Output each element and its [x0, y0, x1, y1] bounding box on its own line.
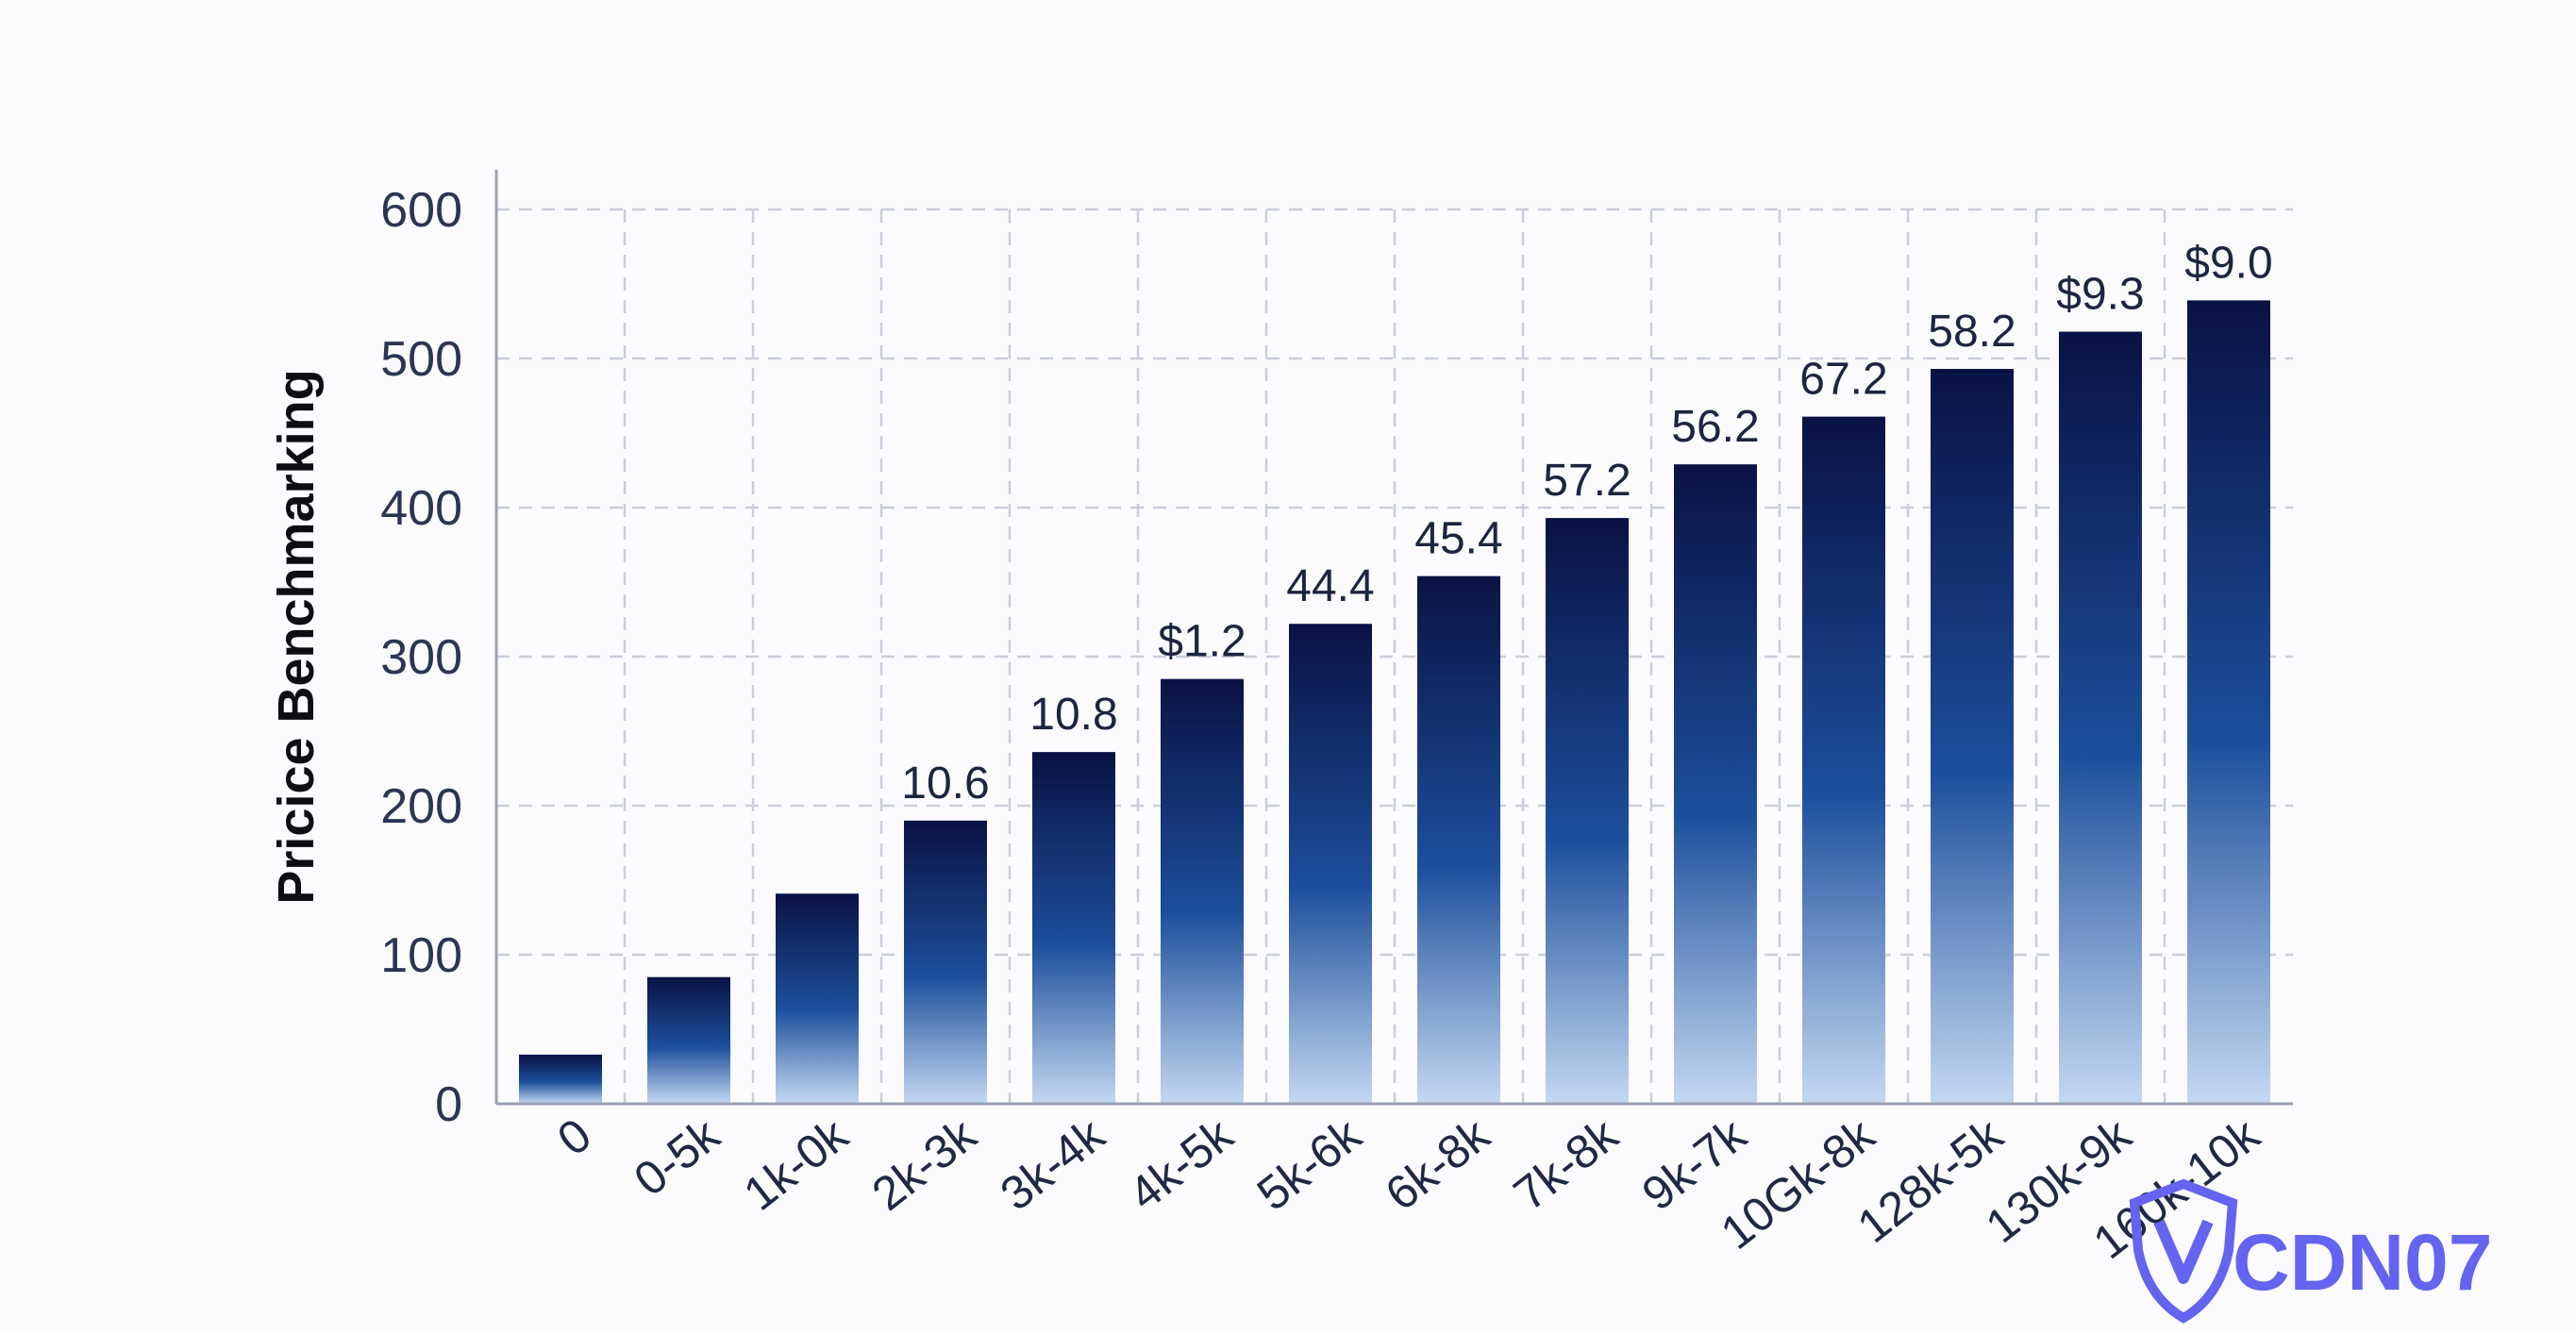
x-tick-label: 0-5k — [625, 1108, 730, 1207]
bar-value-label: $9.3 — [2056, 270, 2144, 320]
data-labels: 10.6 10.8 $1.2 44.4 45.4 57.2 56.2 67.2 58.2 $9.3… — [901, 238, 2272, 808]
bar-value-label: 10.8 — [1029, 690, 1117, 740]
x-tick-label: 1k-0k — [734, 1108, 859, 1221]
x-tick-labels: 0 0-5k 1k-0k 2k-3k 3k-4k 4k-5k 5k-6k 6k-8k 7k-8k… — [547, 1108, 2269, 1269]
bar-value-label: 58.2 — [1928, 307, 2016, 357]
bar-value-label: $9.0 — [2184, 238, 2272, 288]
bar — [776, 893, 859, 1104]
x-tick-label: 4k-5k — [1119, 1108, 1244, 1221]
x-tick-label: 128k-5k — [1848, 1108, 2013, 1253]
bar — [2187, 300, 2270, 1104]
bar — [1161, 678, 1244, 1104]
bar-value-label: 44.4 — [1286, 561, 1374, 611]
y-tick-label: 300 — [380, 630, 462, 685]
bar — [1546, 518, 1629, 1104]
bar — [1417, 575, 1500, 1104]
bar-value-label: 45.4 — [1414, 514, 1502, 564]
y-tick-label: 400 — [380, 481, 462, 536]
x-tick-label: 6k-8k — [1376, 1108, 1500, 1221]
y-tick-labels: 0 100 200 300 400 500 600 — [380, 183, 462, 1132]
bar — [2059, 331, 2142, 1104]
y-tick-label: 200 — [380, 779, 462, 834]
y-tick-label: 500 — [380, 332, 462, 387]
bars — [519, 300, 2270, 1104]
bar — [519, 1054, 602, 1104]
bar-value-label: 67.2 — [1799, 355, 1887, 405]
shield-icon — [2129, 1178, 2238, 1324]
bar — [1802, 416, 1885, 1104]
x-tick-label: 2k-3k — [862, 1108, 987, 1221]
y-tick-label: 100 — [380, 928, 462, 983]
y-tick-label: 600 — [380, 183, 462, 238]
bar-value-label: 10.6 — [901, 759, 989, 809]
bar — [1289, 624, 1372, 1104]
bar — [904, 820, 987, 1104]
y-axis-title: Pricice Benchmarking — [268, 369, 325, 904]
bar — [1032, 752, 1115, 1104]
x-tick-label: 7k-8k — [1504, 1108, 1629, 1221]
bar-value-label: 56.2 — [1671, 402, 1759, 452]
axes — [494, 170, 2293, 1106]
gridlines — [496, 208, 2293, 1104]
bar — [647, 976, 730, 1104]
watermark-text: CDN07 — [2233, 1218, 2492, 1307]
bar — [1674, 464, 1757, 1104]
bar — [1931, 369, 2014, 1104]
y-tick-label: 0 — [435, 1077, 462, 1132]
x-tick-label: 0 — [547, 1109, 600, 1166]
watermark-logo: CDN07 — [2129, 1178, 2492, 1324]
x-tick-label: 3k-4k — [991, 1108, 1115, 1221]
x-tick-label: 5k-6k — [1247, 1108, 1372, 1221]
bar-value-label: 57.2 — [1543, 456, 1631, 506]
bar-value-label: $1.2 — [1158, 617, 1246, 667]
